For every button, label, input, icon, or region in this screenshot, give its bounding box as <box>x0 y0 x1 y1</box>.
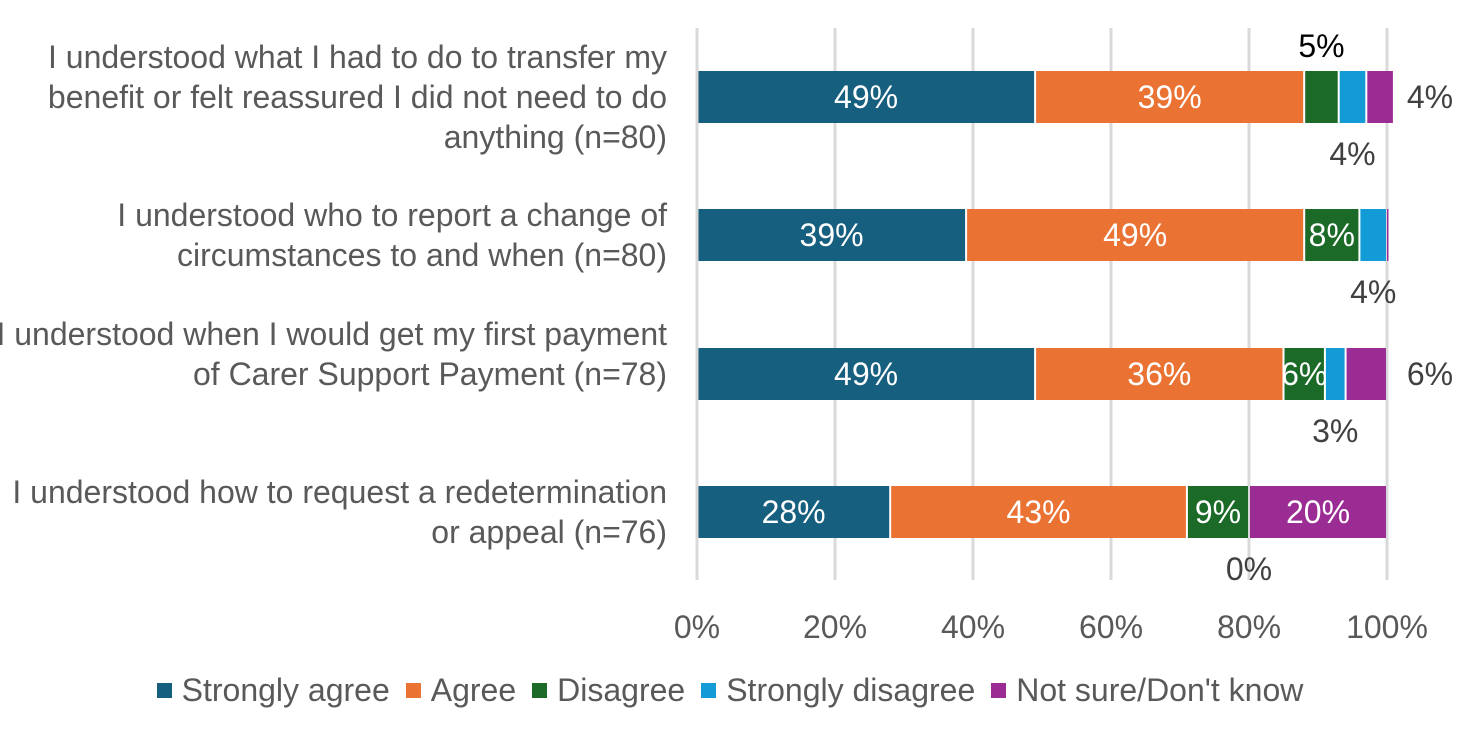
bar-segment <box>1360 209 1386 261</box>
x-tick-label: 80% <box>1217 609 1281 645</box>
data-label: 4% <box>1407 79 1453 115</box>
bar-segment <box>698 486 890 538</box>
bar-segment <box>1305 209 1359 261</box>
bar-segment <box>1346 348 1386 400</box>
data-label: 39% <box>800 217 864 253</box>
x-tick-label: 0% <box>674 609 720 645</box>
bar-segment <box>1284 348 1324 400</box>
category-label: I understood what I had to do to transfe… <box>47 39 667 155</box>
data-label: 49% <box>1103 217 1167 253</box>
legend-item: Strongly agree <box>156 672 390 709</box>
bar-segment <box>1250 486 1386 538</box>
legend-label: Not sure/Don't know <box>1016 672 1304 708</box>
data-label: 5% <box>1298 28 1344 64</box>
legend-swatch <box>701 683 717 698</box>
data-label: 8% <box>1309 217 1355 253</box>
bar-segment <box>891 486 1186 538</box>
bar-segment <box>1325 348 1345 400</box>
bar-segment <box>1187 486 1248 538</box>
bar-segment <box>698 209 966 261</box>
data-label: 39% <box>1138 79 1202 115</box>
legend: Strongly agree Agree Disagree Strongly disa… <box>0 672 1460 709</box>
legend-item: Not sure/Don't know <box>991 672 1303 709</box>
data-label: 49% <box>834 356 898 392</box>
x-tick-label: 100% <box>1346 609 1428 645</box>
legend-item: Agree <box>405 672 517 709</box>
legend-swatch <box>405 683 421 698</box>
legend-swatch <box>532 683 548 698</box>
data-label: 6% <box>1281 356 1327 392</box>
x-tick-label: 40% <box>941 609 1005 645</box>
bar-segment <box>698 348 1035 400</box>
bar-segment <box>967 209 1304 261</box>
category-label: I understood how to request a redetermin… <box>12 474 667 550</box>
data-label: 6% <box>1407 356 1453 392</box>
data-label: 20% <box>1286 494 1350 530</box>
data-label: 36% <box>1127 356 1191 392</box>
legend-swatch <box>156 683 172 698</box>
bar-segment <box>1036 71 1304 123</box>
bar-segment <box>698 71 1035 123</box>
data-label: 0% <box>1226 551 1272 587</box>
legend-item: Strongly disagree <box>701 672 975 709</box>
data-label: 4% <box>1329 136 1375 172</box>
bar-segment <box>1305 71 1338 123</box>
bar-segment <box>1387 209 1389 261</box>
data-label: 4% <box>1350 274 1396 310</box>
data-label: 28% <box>762 494 826 530</box>
legend-label: Agree <box>430 672 517 708</box>
legend-item: Disagree <box>532 672 685 709</box>
data-label: 9% <box>1195 494 1241 530</box>
bar-segment <box>1339 71 1366 123</box>
bar-segment <box>1036 348 1283 400</box>
category-label: I understood who to report a change of c… <box>117 197 667 273</box>
legend-label: Strongly disagree <box>726 672 976 708</box>
legend-swatch <box>991 683 1007 698</box>
data-label: 3% <box>1312 413 1358 449</box>
bar-segment <box>1367 71 1393 123</box>
data-label: 49% <box>834 79 898 115</box>
legend-label: Strongly agree <box>181 672 390 708</box>
x-tick-label: 20% <box>803 609 867 645</box>
category-label: I understood when I would get my first p… <box>0 316 667 392</box>
x-tick-label: 60% <box>1079 609 1143 645</box>
legend-label: Disagree <box>557 672 686 708</box>
data-label: 43% <box>1007 494 1071 530</box>
